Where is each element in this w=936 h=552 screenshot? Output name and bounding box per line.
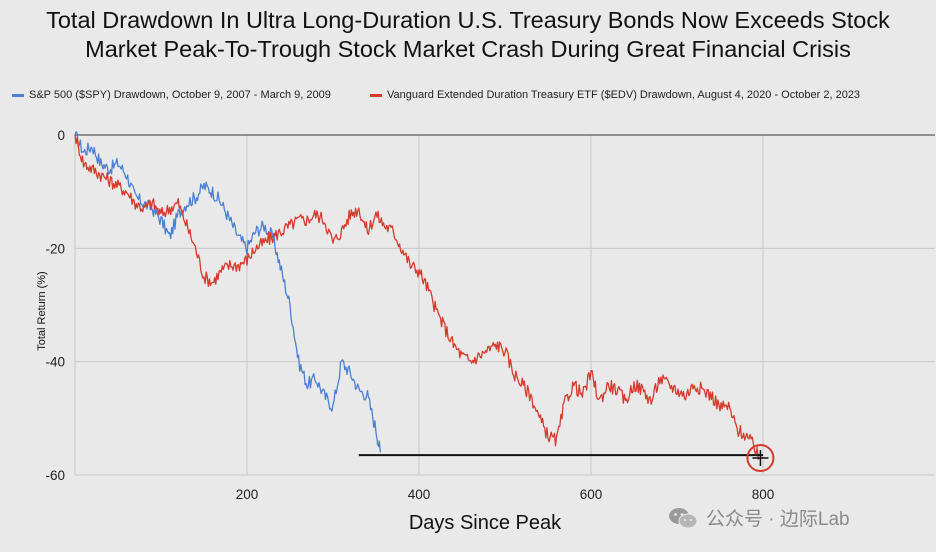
series-line-0 — [74, 131, 381, 453]
x-tick-label-200: 200 — [236, 487, 259, 502]
highlight-circle — [746, 444, 775, 472]
y-tick-label--60: -60 — [45, 468, 65, 483]
chart-title: Total Drawdown In Ultra Long-Duration U.… — [46, 7, 890, 62]
y-tick-label-0: 0 — [57, 128, 65, 143]
y-axis-label: Total Return (%) — [36, 271, 48, 351]
series-layer — [74, 131, 760, 460]
watermark: 公众号 · 边际Lab — [668, 504, 850, 531]
annotation-layer — [358, 444, 775, 472]
legend-label-spy: S&P 500 ($SPY) Drawdown, October 9, 2007… — [29, 89, 331, 101]
y-tick-label--40: -40 — [45, 355, 65, 370]
watermark-text: 公众号 · 边际Lab — [706, 509, 850, 530]
legend-item-edv: Vanguard Extended Duration Treasury ETF … — [370, 89, 860, 101]
x-tick-label-600: 600 — [580, 487, 603, 502]
x-tick-label-800: 800 — [752, 487, 775, 502]
legend-swatch-edv — [370, 93, 382, 97]
legend-item-spy: S&P 500 ($SPY) Drawdown, October 9, 2007… — [12, 89, 331, 101]
grid-layer — [74, 134, 935, 476]
series-line-1 — [74, 134, 760, 460]
legend-swatch-spy — [12, 93, 24, 97]
x-tick-label-400: 400 — [408, 487, 431, 502]
wechat-icon — [669, 507, 698, 528]
axis-layer: 200 400 600 800 0 -20 -40 -60 — [45, 128, 774, 502]
legend-label-edv: Vanguard Extended Duration Treasury ETF … — [387, 89, 861, 101]
x-axis-label: Days Since Peak — [408, 512, 562, 534]
y-tick-label--20: -20 — [45, 241, 65, 256]
